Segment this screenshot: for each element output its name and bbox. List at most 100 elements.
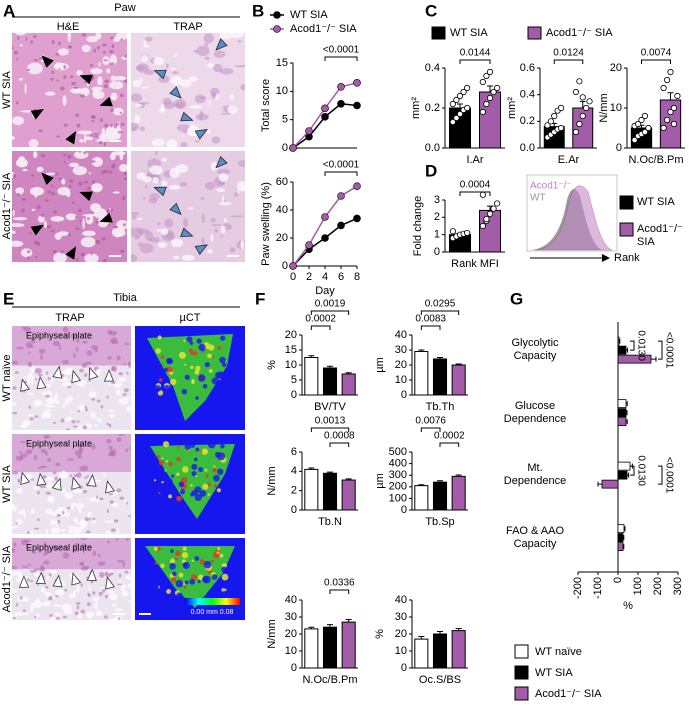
texture <box>86 602 91 606</box>
texture <box>136 65 146 71</box>
point <box>353 214 361 223</box>
data-point <box>544 122 551 129</box>
texture <box>58 471 69 479</box>
p-value: 0.0004 <box>460 180 491 191</box>
texture <box>86 35 99 43</box>
arrowhead <box>79 74 93 85</box>
texture <box>104 520 115 523</box>
texture <box>19 595 23 600</box>
texture <box>63 65 67 69</box>
texture <box>15 58 19 61</box>
texture <box>36 205 41 209</box>
texture <box>94 423 99 427</box>
texture <box>218 173 229 183</box>
texture <box>88 391 97 398</box>
render-texture <box>183 585 187 589</box>
texture <box>126 371 129 375</box>
plate-label: Epiphyseal plate <box>26 330 92 340</box>
texture <box>138 101 150 105</box>
texture <box>87 474 90 477</box>
y-axis-label: mm² <box>506 97 518 119</box>
y-axis-label: N/mm <box>598 93 610 122</box>
series-line <box>292 185 358 267</box>
column-header: TRAP <box>173 21 202 33</box>
texture <box>103 142 107 147</box>
texture <box>109 413 115 419</box>
texture <box>106 68 111 74</box>
texture <box>63 123 68 127</box>
texture <box>69 473 72 478</box>
texture <box>78 404 87 411</box>
render-texture <box>217 392 222 397</box>
data-point <box>464 229 471 237</box>
render-texture <box>207 440 216 449</box>
render-texture <box>190 484 193 487</box>
texture <box>84 132 87 144</box>
texture <box>62 403 65 409</box>
texture <box>20 539 29 546</box>
texture <box>109 500 114 504</box>
arrowhead <box>86 568 97 582</box>
render-texture <box>201 448 208 455</box>
render-texture <box>194 493 202 502</box>
error-bar <box>437 630 443 634</box>
texture <box>62 381 72 387</box>
texture <box>76 379 87 387</box>
texture <box>14 612 23 617</box>
y-tick-label: 40 <box>276 204 288 216</box>
texture <box>63 160 66 164</box>
texture <box>103 50 106 55</box>
y-tick-label: 40 <box>395 594 407 606</box>
render-texture <box>163 367 168 372</box>
x-tick-label: 2 <box>306 271 312 283</box>
texture <box>85 530 91 534</box>
render-texture <box>161 457 164 460</box>
y-tick-label: 30 <box>395 344 407 356</box>
texture <box>234 192 239 198</box>
texture <box>213 50 226 59</box>
texture <box>67 506 71 510</box>
texture <box>118 617 121 620</box>
texture <box>12 360 19 365</box>
error-bar <box>626 401 628 407</box>
texture <box>90 345 99 350</box>
data-point <box>453 114 460 122</box>
texture <box>115 122 120 126</box>
texture <box>32 551 37 554</box>
texture <box>108 492 114 496</box>
texture <box>19 44 23 47</box>
texture <box>84 517 90 522</box>
arrowhead <box>105 576 115 590</box>
texture <box>21 208 25 213</box>
texture <box>86 350 93 356</box>
texture <box>99 571 105 578</box>
texture <box>67 458 75 461</box>
texture <box>166 139 178 147</box>
texture <box>58 177 63 181</box>
texture <box>120 592 128 595</box>
texture <box>83 476 88 479</box>
error-bar <box>345 478 352 481</box>
texture <box>116 355 121 361</box>
texture <box>49 570 57 574</box>
texture <box>106 589 116 594</box>
texture <box>119 93 124 98</box>
texture <box>29 605 34 613</box>
micrograph: 0.00 mm 0.08 <box>135 538 245 620</box>
bar <box>601 479 619 489</box>
bar <box>341 479 356 511</box>
texture <box>69 45 72 49</box>
texture <box>86 217 90 221</box>
texture <box>83 180 89 184</box>
texture <box>25 473 33 480</box>
texture <box>103 59 108 62</box>
x-tick-label: -200 <box>572 577 584 599</box>
texture <box>68 529 73 534</box>
texture <box>59 86 65 91</box>
y-tick-label: 40 <box>285 594 297 606</box>
texture <box>204 42 209 47</box>
arrowhead <box>99 212 113 223</box>
texture <box>54 612 62 616</box>
legend-swatch <box>619 222 634 237</box>
texture <box>20 612 30 616</box>
